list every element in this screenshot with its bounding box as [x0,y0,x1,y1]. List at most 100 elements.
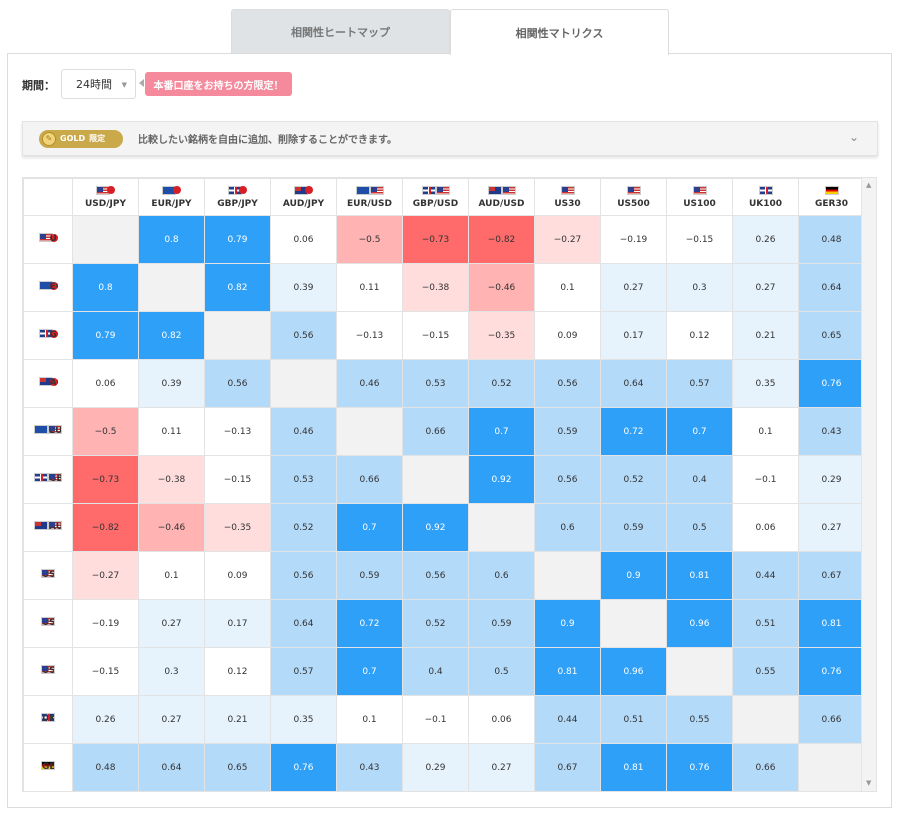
flag-icon [469,185,534,196]
correlation-cell: −0.13 [336,311,403,360]
column-header: USD/JPY [72,178,139,216]
flag-icon: USD/JPY [24,233,72,243]
correlation-cell: −0.82 [72,503,139,552]
column-header-label: GBP/USD [412,198,459,209]
correlation-cell: 0.4 [666,455,733,504]
column-header-label: US30 [554,198,581,209]
tab-heatmap[interactable]: 相関性ヒートマップ [231,9,450,54]
correlation-matrix: USD/JPY EUR/JPY GBP/JPY AUD/JPY EUR/USD GBP/U… [22,177,877,792]
flag-icon [73,185,138,196]
flag-icon [601,185,666,196]
flag-icon [403,185,468,196]
row-header: US500 [23,599,73,648]
correlation-cell: 0.11 [336,263,403,312]
correlation-cell: −0.73 [402,215,469,264]
correlation-cell: 0.6 [534,503,601,552]
chevron-down-icon[interactable]: ⌄ [848,130,859,144]
correlation-cell: −0.1 [402,695,469,744]
tab-matrix[interactable]: 相関性マトリクス [450,9,669,55]
flag-icon: AUD/USD [24,521,72,531]
row-header: US30 [23,551,73,600]
row-header: GBP/JPY [23,311,73,360]
correlation-cell: −0.19 [600,215,667,264]
chevron-down-icon: ▼ [121,81,127,89]
correlation-cell: 0.7 [336,503,403,552]
correlation-cell: 0.35 [732,359,799,408]
correlation-cell: 0.59 [468,599,535,648]
correlation-cell: 0.27 [798,503,865,552]
column-header: EUR/USD [336,178,403,216]
correlation-cell: 0.96 [600,647,667,696]
column-header: EUR/JPY [138,178,205,216]
row-header: USD/JPY [23,215,73,264]
correlation-cell: 0.72 [600,407,667,456]
correlation-cell: −0.27 [72,551,139,600]
correlation-cell: 0.76 [270,743,337,791]
correlation-cell: 0.9 [600,551,667,600]
flag-icon: GBP/USD [24,473,72,483]
correlation-cell: −0.38 [138,455,205,504]
correlation-cell: 0.66 [336,455,403,504]
correlation-cell: 0.29 [798,455,865,504]
correlation-cell: 0.09 [204,551,271,600]
column-header-label: UK100 [748,198,783,209]
matrix-corner [23,178,73,216]
flag-icon: GBP/JPY [24,329,72,339]
correlation-cell: 0.51 [600,695,667,744]
row-header: UK100 [23,695,73,744]
correlation-cell: 0.72 [336,599,403,648]
correlation-cell: 0.17 [600,311,667,360]
gold-limited-label: 限定 [89,134,106,143]
flag-icon: US30 [41,569,55,578]
correlation-cell: 0.06 [72,359,139,408]
correlation-cell: −0.15 [402,311,469,360]
column-header: UK100 [732,178,799,216]
period-select-value: 24時間 [76,78,112,91]
correlation-cell: 0.65 [204,743,271,791]
correlation-cell: 0.43 [336,743,403,791]
period-label: 期間： [22,79,55,92]
correlation-cell: 0.27 [732,263,799,312]
correlation-cell: 0.17 [204,599,271,648]
period-select[interactable]: 24時間 ▼ [61,69,136,99]
correlation-cell: 0.8 [138,215,205,264]
correlation-cell: −0.15 [666,215,733,264]
correlation-cell: 0.81 [798,599,865,648]
correlation-cell: 0.55 [732,647,799,696]
correlation-cell: 0.67 [534,743,601,791]
correlation-cell: 0.56 [402,551,469,600]
correlation-cell: 0.1 [534,263,601,312]
correlation-cell: −0.19 [72,599,139,648]
correlation-cell: 0.56 [534,359,601,408]
diagonal-cell [270,359,337,408]
table-row: GBP/USD−0.73−0.38−0.150.530.660.920.560.… [23,455,865,504]
row-header: AUD/JPY [23,359,73,408]
correlation-cell: 0.35 [270,695,337,744]
correlation-cell: 0.06 [270,215,337,264]
flag-icon: EUR/USD [24,425,72,435]
correlation-cell: 0.64 [600,359,667,408]
correlation-cell: 0.48 [798,215,865,264]
correlation-cell: 0.56 [204,359,271,408]
correlation-cell: 0.52 [600,455,667,504]
diagonal-cell [468,503,535,552]
correlation-cell: −0.46 [468,263,535,312]
correlation-cell: −0.5 [72,407,139,456]
flag-icon: EUR/JPY [24,281,72,291]
correlation-cell: 0.79 [204,215,271,264]
column-header-label: GER30 [815,198,848,209]
correlation-cell: 0.11 [138,407,205,456]
scroll-down-icon[interactable]: ▼ [866,779,872,787]
flag-icon [271,185,336,196]
correlation-cell: 0.27 [138,695,205,744]
flag-icon [799,185,864,196]
column-header: GBP/JPY [204,178,271,216]
correlation-cell: 0.52 [270,503,337,552]
flag-icon: US500 [41,617,55,626]
scroll-up-icon[interactable]: ▲ [866,181,872,189]
correlation-cell: 0.09 [534,311,601,360]
gold-feature-bar[interactable]: ✎ GOLD 限定 比較したい銘柄を自由に追加、削除することができます。 ⌄ [22,121,878,156]
column-header: US500 [600,178,667,216]
vertical-scrollbar[interactable]: ▲ ▼ [861,178,876,791]
correlation-cell: 0.43 [798,407,865,456]
